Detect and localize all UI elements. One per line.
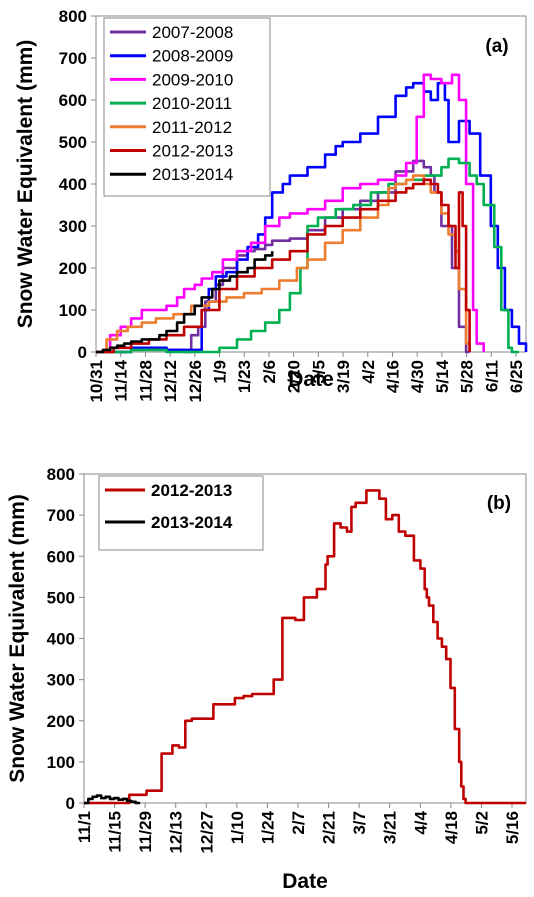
x-tick-label: 3/21	[381, 811, 400, 844]
y-tick-label: 400	[47, 630, 75, 649]
x-tick-label: 3/19	[334, 360, 353, 393]
y-tick-label: 300	[59, 217, 87, 236]
y-tick-label: 300	[47, 671, 75, 690]
legend: 2007-2008 2008-2009 2009-2010 2010-2011 2011…	[103, 17, 271, 197]
x-tick-label: 11/29	[136, 811, 155, 853]
x-axis-title: Date	[288, 368, 334, 391]
x-tick-label: 3/5	[309, 360, 328, 384]
y-tick-label: 100	[47, 753, 75, 772]
x-tick-label: 1/9	[211, 360, 230, 384]
series-line-2013-2014	[96, 251, 274, 354]
legend-label: 2007-2008	[152, 23, 233, 42]
x-tick-label: 5/14	[433, 359, 452, 393]
series-line-2010-2011	[96, 157, 519, 354]
x-tick-label: 2/7	[289, 811, 308, 835]
series-line-2012-2013	[84, 489, 526, 805]
legend-label: 2013-2014	[152, 165, 233, 184]
legend-label: 2008-2009	[152, 47, 233, 66]
x-tick-label: 5/2	[472, 811, 491, 835]
y-tick-label: 0	[78, 343, 87, 362]
y-tick-label: 700	[59, 49, 87, 68]
legend-box	[98, 475, 264, 551]
y-tick-label: 500	[47, 588, 75, 607]
legend-label: 2012-2013	[151, 481, 232, 500]
x-axis-title: Date	[282, 870, 328, 893]
chart-panel-b: 0 100 200 300 400 500 600 700 800 11/1 11/15 11/29 1…	[6, 465, 527, 893]
x-tick-label: 1/10	[228, 811, 247, 844]
x-tick-label: 4/2	[359, 360, 378, 384]
y-tick-label: 100	[59, 301, 87, 320]
x-tick-label: 12/26	[186, 360, 205, 403]
y-tick-label: 200	[47, 712, 75, 731]
legend-label: 2013-2014	[151, 513, 233, 532]
x-tick-label: 11/14	[112, 359, 131, 401]
x-tick-label: 2/20	[285, 360, 304, 393]
x-tick-label: 12/27	[197, 811, 216, 854]
x-tick-label: 10/31	[87, 360, 106, 403]
series-line-2008-2009	[96, 81, 528, 354]
x-tick-label: 4/30	[408, 360, 427, 393]
series-line-2011-2012	[96, 174, 471, 354]
x-tick-label: 6/11	[482, 360, 501, 392]
legend-label: 2010-2011	[152, 94, 232, 113]
x-tick-label: 11/15	[106, 811, 125, 853]
x-tick-label: 1/23	[235, 360, 254, 393]
chart-panel-a: 0 100 200 300 400 500 600 700 800 10/31 11/14 11/28…	[14, 7, 528, 403]
panel-label: (b)	[487, 493, 511, 514]
x-tick-label: 3/7	[350, 811, 369, 835]
y-tick-label: 800	[59, 7, 87, 26]
x-tick-label: 4/18	[442, 811, 461, 844]
x-tick-label: 12/12	[161, 360, 180, 403]
series-line-2009-2010	[96, 73, 485, 354]
x-tick-label: 6/25	[507, 360, 526, 393]
x-tick-label: 2/21	[320, 811, 339, 844]
legend-label: 2011-2012	[152, 118, 232, 137]
x-tick-label: 4/16	[383, 360, 402, 393]
legend: 2012-2013 2013-2014	[98, 475, 264, 551]
x-tick-label: 11/1	[75, 811, 94, 843]
y-tick-label: 600	[59, 91, 87, 110]
legend-label: 2009-2010	[152, 70, 233, 89]
y-tick-label: 600	[47, 547, 75, 566]
series-line-2012-2013	[96, 178, 471, 354]
x-tick-label: 5/16	[503, 811, 522, 844]
y-axis-title: Snow Water Equivalent (mm)	[14, 40, 37, 329]
legend-label: 2012-2013	[152, 142, 233, 161]
x-tick-label: 2/6	[260, 360, 279, 384]
y-tick-label: 0	[66, 794, 75, 813]
x-tick-label: 11/28	[136, 360, 155, 402]
series-line-2013-2014	[84, 794, 141, 805]
y-tick-label: 400	[59, 175, 87, 194]
y-tick-label: 700	[47, 506, 75, 525]
x-tick-label: 4/4	[411, 810, 430, 834]
x-tick-label: 12/13	[167, 811, 186, 854]
y-tick-label: 800	[47, 465, 75, 484]
y-tick-label: 200	[59, 259, 87, 278]
panel-label: (a)	[485, 36, 508, 57]
legend-box	[103, 17, 271, 197]
x-tick-label: 5/28	[458, 360, 477, 393]
y-tick-label: 500	[59, 133, 87, 152]
x-tick-label: 1/24	[258, 810, 277, 844]
y-axis-title: Snow Water Equivalent (mm)	[6, 494, 29, 783]
